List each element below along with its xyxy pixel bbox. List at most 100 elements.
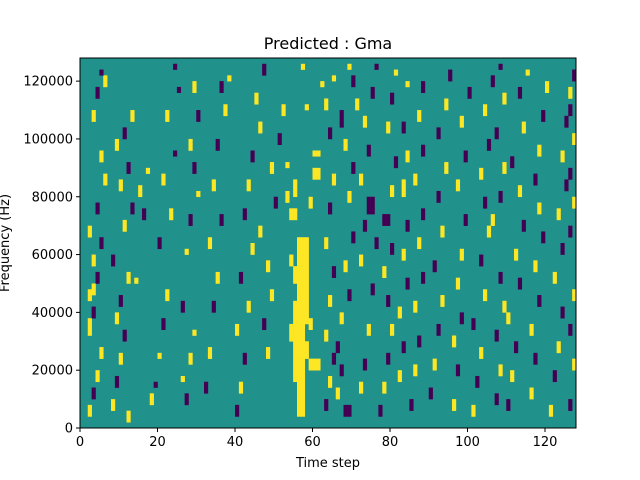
heatmap-cell [250,150,255,163]
heatmap-cell [304,341,309,359]
x-tick-label: 20 [149,435,166,450]
heatmap-cell [355,98,360,111]
heatmap-cell [118,352,123,365]
heatmap-cell [386,295,391,307]
heatmap-cell [533,260,538,273]
heatmap-cell [238,271,244,284]
heatmap-cell [506,399,511,411]
heatmap-cell [188,138,193,151]
heatmap-cell [269,162,275,174]
heatmap-cell [328,202,333,215]
x-tick-label: 80 [382,435,399,450]
heatmap-cell [374,63,379,70]
heatmap-cell [490,214,495,226]
heatmap-cell [436,323,441,336]
heatmap-cell [463,214,468,226]
x-tick-label: 60 [304,435,321,450]
heatmap-cell [359,381,364,394]
heatmap-cell [312,358,317,371]
heatmap-cell [366,196,371,215]
heatmap-cell [541,110,546,122]
heatmap-cell [366,144,371,157]
heatmap-cell [347,289,352,302]
heatmap-cell [455,179,461,192]
x-axis: 0 20 40 60 80 100 120 [76,428,557,450]
heatmap-cell [564,179,569,192]
heatmap-cell [297,399,302,417]
heatmap-cell [227,75,232,82]
heatmap-cell [297,358,302,383]
heatmap-cell [390,92,395,105]
y-tick-label: 40000 [32,306,73,321]
heatmap-cell [347,404,352,417]
heatmap-cell [111,254,116,267]
heatmap-cell [149,393,154,406]
heatmap-cell [316,358,321,371]
heatmap-cell [91,254,96,267]
heatmap-cell [242,352,247,365]
heatmap-cell [339,364,344,377]
heatmap-cell [498,364,503,377]
heatmap-cell [393,156,399,169]
heatmap-cell [173,63,178,70]
heatmap-cell [304,266,309,284]
heatmap-cell [293,179,298,198]
heatmap-cell [328,375,333,388]
heatmap-cell [486,225,492,238]
heatmap-cell [219,214,224,226]
heatmap-cell [351,231,356,244]
heatmap-cell [180,300,185,313]
heatmap-cell [297,237,302,250]
heatmap-cell [165,110,170,122]
heatmap-cell [405,219,410,232]
heatmap-cell [300,248,306,267]
heatmap-cell [339,110,344,128]
heatmap-cell [91,306,96,319]
heatmap-cell [87,289,92,302]
heatmap-cell [572,69,577,82]
heatmap-cell [130,110,135,122]
heatmap-cell [312,150,317,157]
heatmap-cell [471,404,476,417]
heatmap-cell [537,144,542,157]
heatmap-cell [502,92,507,105]
heatmap-cell [126,410,131,423]
heatmap-cell [452,335,457,348]
heatmap-cell [498,63,503,70]
heatmap-cell [390,323,395,336]
heatmap-cell [386,214,391,226]
heatmap-cell [347,63,352,70]
heatmap-cell [99,237,104,250]
heatmap-cell [235,404,240,417]
heatmap-cell [351,75,356,88]
heatmap-cell [328,127,333,140]
heatmap-cell [114,375,120,388]
heatmap-cell [91,283,96,296]
y-tick-label: 60000 [32,248,73,263]
heatmap-cell [293,208,298,221]
heatmap-cell [95,271,100,284]
heatmap-cell [300,283,306,302]
heatmap-cell [502,300,507,313]
heatmap-cell [405,150,410,163]
heatmap-cell [114,312,120,325]
heatmap-cell [521,121,526,134]
heatmap-cell [293,323,298,342]
heatmap-cell [176,86,182,93]
heatmap-cell [145,167,151,174]
heatmap-cell [390,185,395,198]
heatmap-cell [335,341,340,354]
heatmap-cell [343,260,348,273]
heatmap-cell [87,318,92,336]
heatmap-cell [95,202,100,215]
heatmap-cell [529,323,534,336]
heatmap-cell [304,248,309,267]
x-axis-label: Time step [295,456,360,471]
heatmap-cells [87,63,577,423]
heatmap-cell [250,243,255,255]
heatmap-cell [417,110,422,122]
heatmap-cell [273,196,278,209]
heatmap-cell [483,196,488,209]
heatmap-cell [331,173,337,186]
heatmap-cell [207,347,213,359]
